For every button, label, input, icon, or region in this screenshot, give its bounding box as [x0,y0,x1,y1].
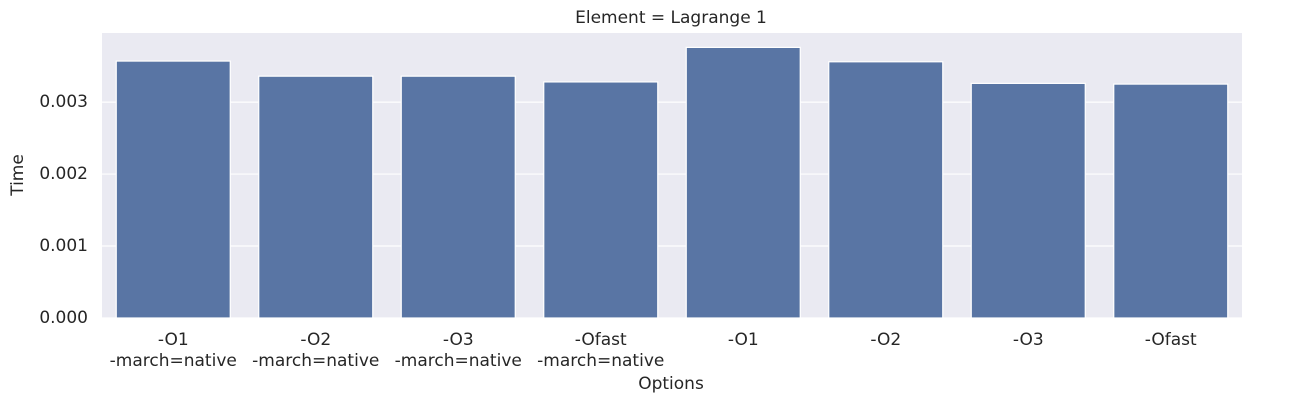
y-tick-label: 0.003 [39,92,88,112]
x-tick-label: -O2 [870,330,901,350]
bar [970,82,1086,319]
y-tick-label: 0.002 [39,164,88,184]
bar [258,75,374,319]
y-tick-label: 0.001 [39,236,88,256]
bar [115,60,231,319]
bar [1113,83,1229,319]
y-tick-label: 0.000 [39,308,88,328]
bar [400,75,516,319]
x-tick-label: -Ofast -march=native [537,330,664,371]
x-tick-label: -O3 [1013,330,1044,350]
x-tick-label: -Ofast [1145,330,1197,350]
bar [543,81,659,319]
y-axis-label: Time [8,154,28,197]
x-tick-label: -O1 -march=native [110,330,237,371]
bar [685,46,801,319]
x-axis-label: Options [638,374,704,394]
bar [828,61,944,319]
x-tick-label: -O3 -march=native [395,330,522,371]
x-tick-label: -O2 -march=native [252,330,379,371]
x-tick-label: -O1 [728,330,759,350]
chart-title: Element = Lagrange 1 [575,8,767,28]
